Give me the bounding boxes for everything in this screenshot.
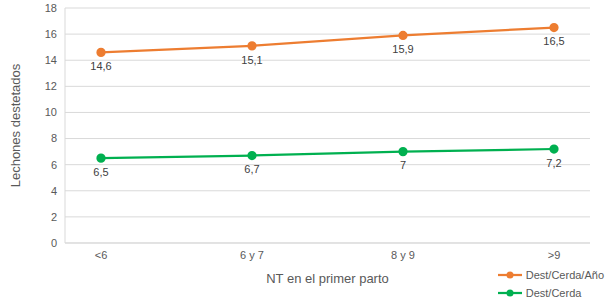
svg-text:6: 6 <box>51 159 57 171</box>
svg-text:7,2: 7,2 <box>546 157 561 169</box>
svg-text:16,5: 16,5 <box>543 35 564 47</box>
svg-text:0: 0 <box>51 237 57 249</box>
svg-text:6,5: 6,5 <box>93 166 108 178</box>
svg-text:12: 12 <box>45 80 57 92</box>
svg-text:6,7: 6,7 <box>244 163 259 175</box>
svg-text:2: 2 <box>51 211 57 223</box>
svg-text:NT en el primer parto: NT en el primer parto <box>266 271 389 286</box>
svg-text:15,1: 15,1 <box>241 54 262 66</box>
svg-text:6 y 7: 6 y 7 <box>240 249 264 261</box>
svg-text:15,9: 15,9 <box>392 43 413 55</box>
svg-text:>9: >9 <box>548 249 561 261</box>
html-text:Dest/Cerda/Año: Dest/Cerda/Año <box>525 269 604 281</box>
svg-text:14,6: 14,6 <box>90 60 111 72</box>
svg-text:16: 16 <box>45 28 57 40</box>
svg-text:Lechones destetados: Lechones destetados <box>8 63 23 187</box>
svg-text:18: 18 <box>45 2 57 14</box>
svg-text:8 y 9: 8 y 9 <box>391 249 415 261</box>
svg-text:7: 7 <box>400 159 406 171</box>
svg-text:4: 4 <box>51 185 57 197</box>
html-text:Dest/Cerda: Dest/Cerda <box>525 287 582 299</box>
svg-text:10: 10 <box>45 106 57 118</box>
svg-text:14: 14 <box>45 54 57 66</box>
svg-text:8: 8 <box>51 132 57 144</box>
svg-text:<6: <6 <box>95 249 108 261</box>
